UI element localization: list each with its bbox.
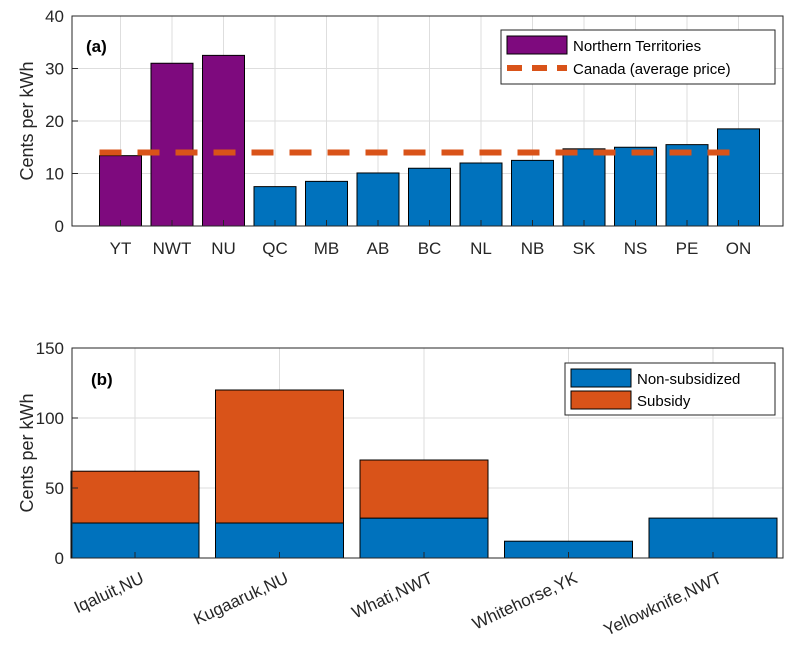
chart-b-ytick-label: 0: [55, 549, 64, 568]
chart-a-ytick-label: 20: [45, 112, 64, 131]
bar-nb: [511, 159, 554, 227]
xtick-kugaaruk-nu: Kugaaruk,NU: [191, 568, 292, 628]
bar-yellowknife-nwt-non-subsidized: [648, 517, 778, 559]
chart-a-ytick-label: 30: [45, 60, 64, 79]
xtick-ab: AB: [367, 239, 390, 258]
chart-panel-b: 0 50 100 150 Iqaluit,NU Kugaaruk,NU Whati,NWT…: [17, 339, 784, 640]
chart-b-bars: [70, 389, 778, 559]
bar-yt: [99, 155, 142, 227]
chart-a-x-ticks: YT NWT NU QC MB AB BC NL NB SK NS PE ON: [110, 220, 752, 258]
bar-mb: [305, 180, 348, 227]
chart-a-y-ticks: 0 10 20 30 40: [45, 7, 78, 236]
xtick-nwt: NWT: [153, 239, 192, 258]
legend-label-subsidy: Subsidy: [637, 393, 691, 410]
legend-label-canada-average: Canada (average price): [573, 61, 731, 78]
bar-nl: [459, 162, 503, 227]
bar-sk: [562, 148, 606, 227]
chart-a-bars: [99, 54, 760, 227]
chart-b-y-ticks: 0 50 100 150: [36, 339, 78, 568]
chart-b-ytick-label: 100: [36, 409, 64, 428]
xtick-whati-nwt: Whati,NWT: [349, 568, 436, 622]
xtick-mb: MB: [314, 239, 340, 258]
chart-b-ytick-label: 150: [36, 339, 64, 358]
xtick-ns: NS: [624, 239, 648, 258]
legend-swatch-subsidy: [570, 390, 632, 410]
chart-a-panel-label: (a): [86, 37, 107, 56]
chart-a-legend: Northern Territories Canada (average pri…: [500, 29, 776, 85]
legend-swatch-non-subsidized: [570, 368, 632, 388]
chart-a-y-axis-label: Cents per kWh: [17, 61, 37, 180]
xtick-pe: PE: [676, 239, 699, 258]
chart-a-ytick-label: 10: [45, 165, 64, 184]
bar-pe: [665, 144, 709, 227]
xtick-nb: NB: [521, 239, 545, 258]
legend-label-northern-territories: Northern Territories: [573, 38, 701, 55]
bar-kugaaruk-nu-subsidy: [215, 389, 344, 524]
bar-on: [717, 128, 760, 227]
chart-b-y-axis-label: Cents per kWh: [17, 393, 37, 512]
bar-ns: [614, 146, 657, 227]
legend-swatch-northern-territories: [506, 35, 568, 55]
xtick-on: ON: [726, 239, 752, 258]
xtick-yellowknife-nwt: Yellowknife,NWT: [601, 568, 725, 639]
xtick-bc: BC: [418, 239, 442, 258]
bar-nwt: [150, 62, 194, 227]
xtick-yt: YT: [110, 239, 132, 258]
bar-iqaluit-nu-subsidy: [70, 470, 200, 524]
bar-nu: [202, 54, 245, 227]
chart-b-ytick-label: 50: [45, 479, 64, 498]
legend-label-non-subsidized: Non-subsidized: [637, 371, 740, 388]
xtick-nu: NU: [211, 239, 236, 258]
xtick-whitehorse-yk: Whitehorse,YK: [469, 568, 580, 633]
chart-a-ytick-label: 0: [55, 217, 64, 236]
bar-ab: [356, 172, 400, 227]
chart-panel-a: 0 10 20 30 40 YT NWT NU QC MB AB BC NL NB SK NS PE ON Ce…: [17, 7, 784, 258]
xtick-qc: QC: [262, 239, 288, 258]
xtick-sk: SK: [573, 239, 596, 258]
bar-qc: [253, 186, 297, 227]
bar-whati-nwt-subsidy: [359, 459, 489, 519]
xtick-iqaluit-nu: Iqaluit,NU: [71, 568, 147, 617]
xtick-nl: NL: [470, 239, 492, 258]
chart-b-x-ticks: Iqaluit,NU Kugaaruk,NU Whati,NWT Whitehorse…: [71, 552, 725, 640]
chart-a-ytick-label: 40: [45, 7, 64, 26]
bar-bc: [408, 167, 451, 227]
chart-b-legend: Non-subsidized Subsidy: [564, 362, 776, 416]
chart-b-panel-label: (b): [91, 370, 113, 389]
